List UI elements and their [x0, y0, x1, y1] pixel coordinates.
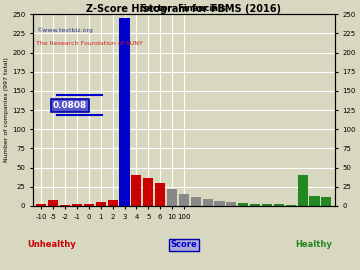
Text: Score: Score: [171, 240, 197, 249]
Bar: [108, 200, 118, 206]
Bar: [36, 204, 46, 206]
Bar: [120, 18, 130, 206]
Bar: [215, 201, 225, 206]
Bar: [298, 175, 308, 206]
Bar: [72, 205, 82, 206]
Text: The Research Foundation of SUNY: The Research Foundation of SUNY: [36, 41, 143, 46]
Text: Sector: Financials: Sector: Financials: [141, 4, 226, 13]
Bar: [60, 205, 70, 206]
Bar: [60, 205, 70, 206]
Bar: [262, 204, 272, 206]
Text: Unhealthy: Unhealthy: [28, 240, 76, 249]
Bar: [203, 199, 213, 206]
Bar: [167, 189, 177, 206]
Bar: [96, 202, 106, 206]
Bar: [143, 178, 153, 206]
Bar: [250, 204, 260, 206]
Bar: [310, 196, 320, 206]
Bar: [72, 204, 82, 206]
Bar: [321, 197, 332, 206]
Bar: [286, 205, 296, 206]
Text: Healthy: Healthy: [295, 240, 332, 249]
Bar: [179, 194, 189, 206]
Bar: [155, 183, 165, 206]
Bar: [131, 175, 141, 206]
Bar: [238, 203, 248, 206]
Bar: [48, 200, 58, 206]
Bar: [191, 197, 201, 206]
Bar: [120, 18, 130, 206]
Bar: [274, 204, 284, 206]
Y-axis label: Number of companies (997 total): Number of companies (997 total): [4, 58, 9, 163]
Text: ©www.textbiz.org: ©www.textbiz.org: [36, 28, 93, 33]
Bar: [84, 204, 94, 206]
Title: Z-Score Histogram for FBMS (2016): Z-Score Histogram for FBMS (2016): [86, 4, 282, 14]
Bar: [226, 202, 237, 206]
Text: 0.0808: 0.0808: [53, 101, 87, 110]
